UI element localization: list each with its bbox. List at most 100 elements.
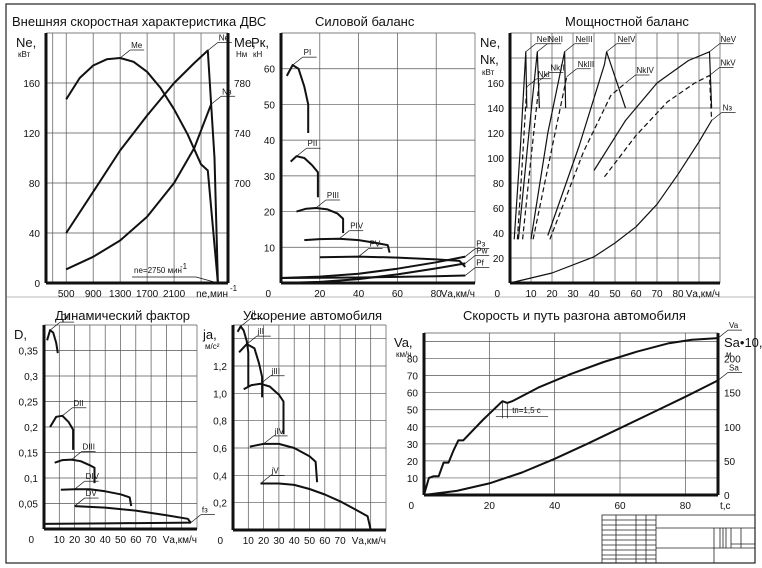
x-axis-label-sup: -1 (230, 284, 238, 293)
series-label: DV (86, 489, 98, 498)
series-leader (525, 43, 536, 53)
series-leader (210, 95, 222, 105)
y-tick-label: 1,0 (213, 389, 227, 400)
chart-power: Мощностной баланс 10 20 30 40 50 60 70 80 20 40 60 8… (480, 14, 737, 300)
y-tick-label: 160 (487, 79, 504, 90)
y-axis-label: Nе, (480, 35, 500, 50)
x-tick-label: 40 (549, 501, 561, 512)
series-label: DIII (83, 443, 95, 452)
chart-title: Скорость и путь разгона автомобиля (463, 308, 686, 323)
y2-tick-label: 700 (234, 179, 251, 190)
x-tick-label: 30 (567, 289, 579, 300)
series-label: NkIII (578, 60, 594, 69)
y-axis-label-2: Nк, (480, 52, 499, 67)
x-tick-label: 500 (58, 289, 75, 300)
y-tick-label: 0 (34, 279, 40, 290)
x-tick-label: 60 (392, 289, 404, 300)
series-label: PII (308, 139, 318, 148)
series-label: jIV (274, 427, 285, 436)
y-axis-unit: кВт (482, 68, 495, 77)
x-tick-label: 40 (100, 535, 112, 546)
chart-title: Силовой баланс (315, 14, 415, 29)
series-Nе (65, 49, 219, 284)
y-axis-unit: м/с² (205, 342, 220, 351)
grid (510, 32, 721, 283)
y-tick-label: 30 (407, 440, 419, 451)
x-axis-label: Vа,км/ч (441, 289, 475, 300)
x-tick-label: 40 (588, 289, 600, 300)
series-NeII (517, 51, 540, 240)
y2-tick-label: 50 (724, 457, 736, 468)
grid (233, 324, 387, 530)
series-label: Mе (131, 41, 143, 50)
y-tick-label: 80 (407, 355, 419, 366)
grid (424, 332, 719, 495)
series-fз (43, 521, 191, 525)
x-tick-label: 1300 (109, 289, 132, 300)
y-tick-label: 60 (407, 389, 419, 400)
y-tick-label: 0,2 (24, 423, 38, 434)
series-leader (315, 199, 327, 209)
series-label: DI (61, 313, 69, 322)
series-DIII (54, 458, 96, 484)
series-label: Pз (476, 240, 485, 249)
grid (281, 32, 476, 283)
series-label: PV (370, 240, 381, 249)
series-label: Nе (219, 34, 230, 43)
y-tick-label: 60 (264, 65, 276, 76)
y-tick-label: 160 (23, 79, 40, 90)
series-Pw (280, 262, 466, 284)
series-label: NeV (721, 35, 737, 44)
series-label: jII (257, 327, 264, 336)
y2-axis-label: Mе, (234, 35, 256, 50)
series-NeV (593, 51, 713, 171)
y-tick-label: 120 (487, 129, 504, 140)
series-NeI (513, 51, 528, 240)
y2-tick-label: 0 (724, 491, 730, 502)
x-tick-label: 10 (525, 289, 537, 300)
y-tick-label: 120 (23, 129, 40, 140)
series-Sa (423, 379, 719, 496)
series-label: NeIV (618, 35, 636, 44)
x-tick-label: 80 (672, 289, 684, 300)
x-tick-label: 50 (115, 535, 127, 546)
x-axis-label: nе,мин (196, 289, 228, 300)
chart-engine: Внешняя скоростная характеристика ДВС 500… (12, 14, 266, 300)
series-leader (465, 248, 476, 257)
y-axis-unit: кВт (18, 50, 31, 59)
y-tick-label: 20 (264, 208, 276, 219)
y-tick-label: 80 (493, 179, 505, 190)
series-label: Sa (729, 363, 739, 372)
series-label: NkI (538, 70, 550, 79)
x-tick-label: 30 (273, 536, 285, 547)
x-tick-label: 20 (69, 535, 81, 546)
series-label: Pw (476, 246, 487, 255)
y-tick-label: 0,1 (24, 474, 38, 485)
y-tick-label: 140 (487, 104, 504, 115)
series-leader (71, 451, 82, 460)
x-axis-label: Vа,км/ч (686, 289, 720, 300)
y-tick-label: 1,2 (213, 362, 227, 373)
series-jII (238, 343, 264, 398)
series-leader (292, 56, 303, 66)
x-tick-label: 60 (614, 501, 626, 512)
x-tick-label: 70 (335, 536, 347, 547)
series-label: PIV (350, 222, 364, 231)
y-tick-label: 50 (264, 100, 276, 111)
series-label: PIII (327, 191, 339, 200)
y-tick-label: 0,2 (213, 499, 227, 510)
x-axis-label: Vа,км/ч (163, 535, 197, 546)
origin-label: 0 (265, 289, 271, 300)
series-leader (709, 67, 720, 76)
series-leader (246, 335, 257, 345)
chart-accel: Ускорение автомобиля 10 20 30 40 50 60 70 0,2 0,4… (202, 308, 387, 547)
y-tick-label: 10 (264, 243, 276, 254)
series-leader (711, 112, 722, 121)
series-NkV (604, 74, 713, 178)
x-tick-label: 900 (85, 289, 102, 300)
chart-title: Ускорение автомобиля (243, 308, 382, 323)
y-tick-label: 30 (264, 172, 276, 183)
y-tick-label: 0,8 (213, 417, 227, 428)
series-leader (465, 255, 476, 264)
